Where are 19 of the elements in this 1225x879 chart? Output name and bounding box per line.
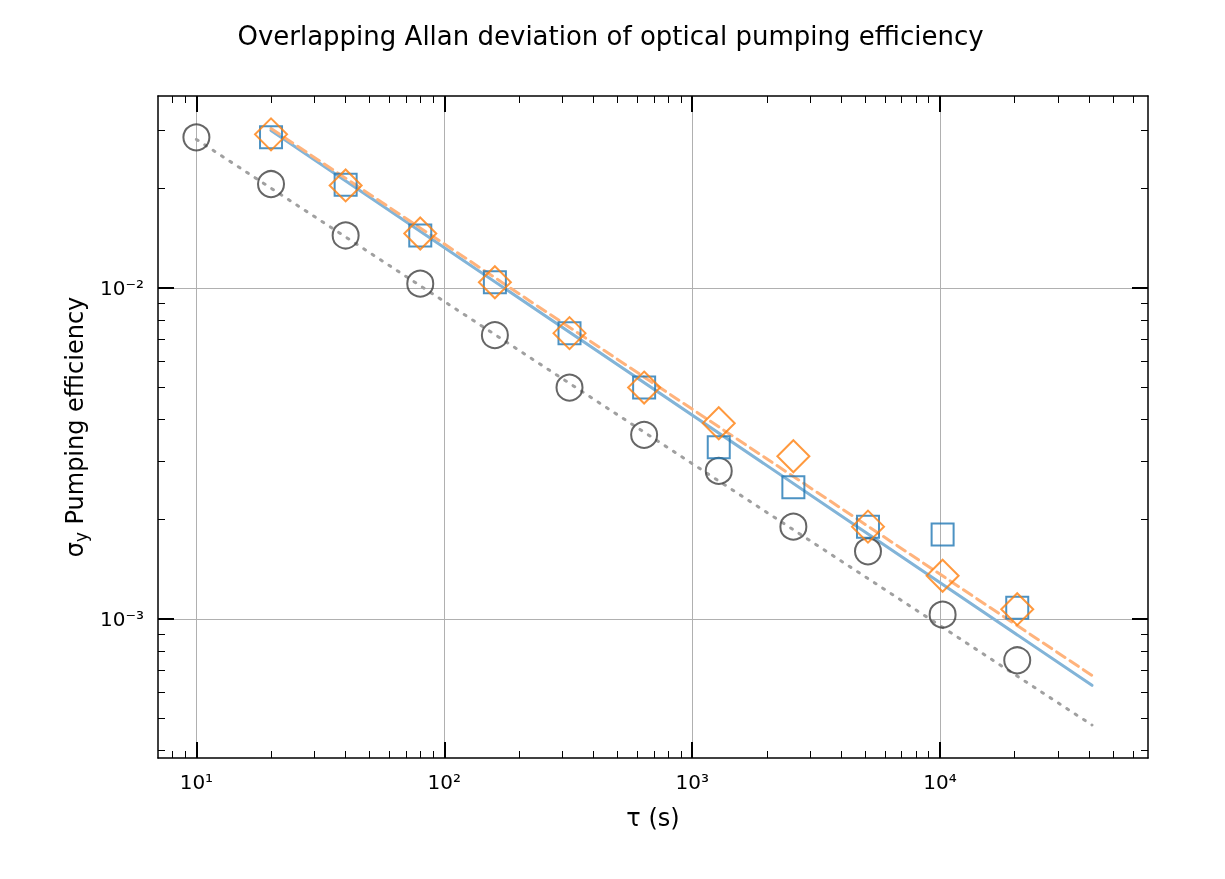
point — [254, 117, 289, 152]
y-tick-label: 10⁻³ — [99, 606, 144, 631]
point — [403, 216, 438, 251]
chart-title: Overlapping Allan deviation of optical pumping efficiency — [237, 21, 984, 51]
x-tick-label: 10² — [427, 770, 462, 794]
point — [781, 475, 806, 500]
x-axis-title: τ (s) — [626, 804, 680, 832]
point — [706, 435, 731, 460]
x-tick-label: 10³ — [675, 770, 709, 794]
point — [701, 406, 736, 441]
point — [776, 439, 811, 474]
x-tick-label: 10⁴ — [923, 770, 957, 794]
point — [328, 168, 363, 203]
x-tick-label: 10¹ — [179, 770, 214, 794]
point — [1000, 592, 1035, 627]
y-axis-title: σy Pumping efficiency — [60, 296, 91, 558]
y-tick-label: 10⁻² — [99, 275, 144, 300]
point — [930, 522, 955, 547]
point — [925, 558, 960, 593]
